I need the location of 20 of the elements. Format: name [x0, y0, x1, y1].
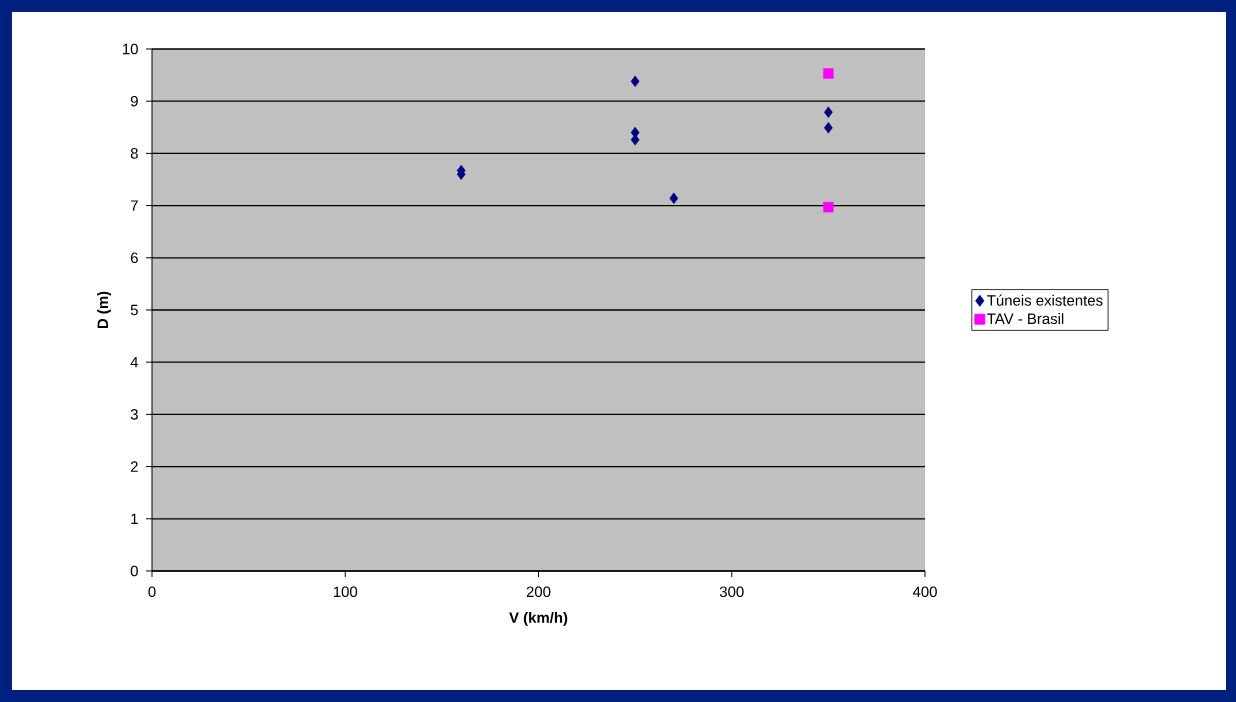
- y-tick-label: 8: [130, 148, 138, 159]
- y-tick-label: 3: [130, 409, 138, 420]
- x-tick-label: 0: [148, 586, 156, 598]
- y-tick-label: 10: [123, 43, 138, 55]
- y-tick-label: 5: [130, 304, 138, 316]
- y-tick-label: 1: [131, 513, 138, 524]
- y-tick-label: 7: [130, 200, 138, 211]
- x-tick-label: 100: [333, 586, 358, 598]
- y-tick-label: 4: [130, 357, 139, 368]
- x-tick-label: 300: [719, 586, 744, 598]
- x-tick-label: 400: [912, 586, 937, 598]
- y-tick-label: 0: [130, 565, 138, 577]
- y-tick-label: 6: [130, 252, 138, 264]
- y-tick-label: 9: [130, 95, 138, 107]
- legend-label: TAV - Brasil: [987, 313, 1064, 325]
- y-axis-title: D (m): [97, 291, 112, 329]
- x-axis-title: V (km/h): [509, 611, 568, 626]
- x-tick-label: 200: [526, 586, 551, 598]
- y-tick-label: 2: [130, 461, 138, 472]
- legend-label: Túneis existentes: [987, 294, 1103, 306]
